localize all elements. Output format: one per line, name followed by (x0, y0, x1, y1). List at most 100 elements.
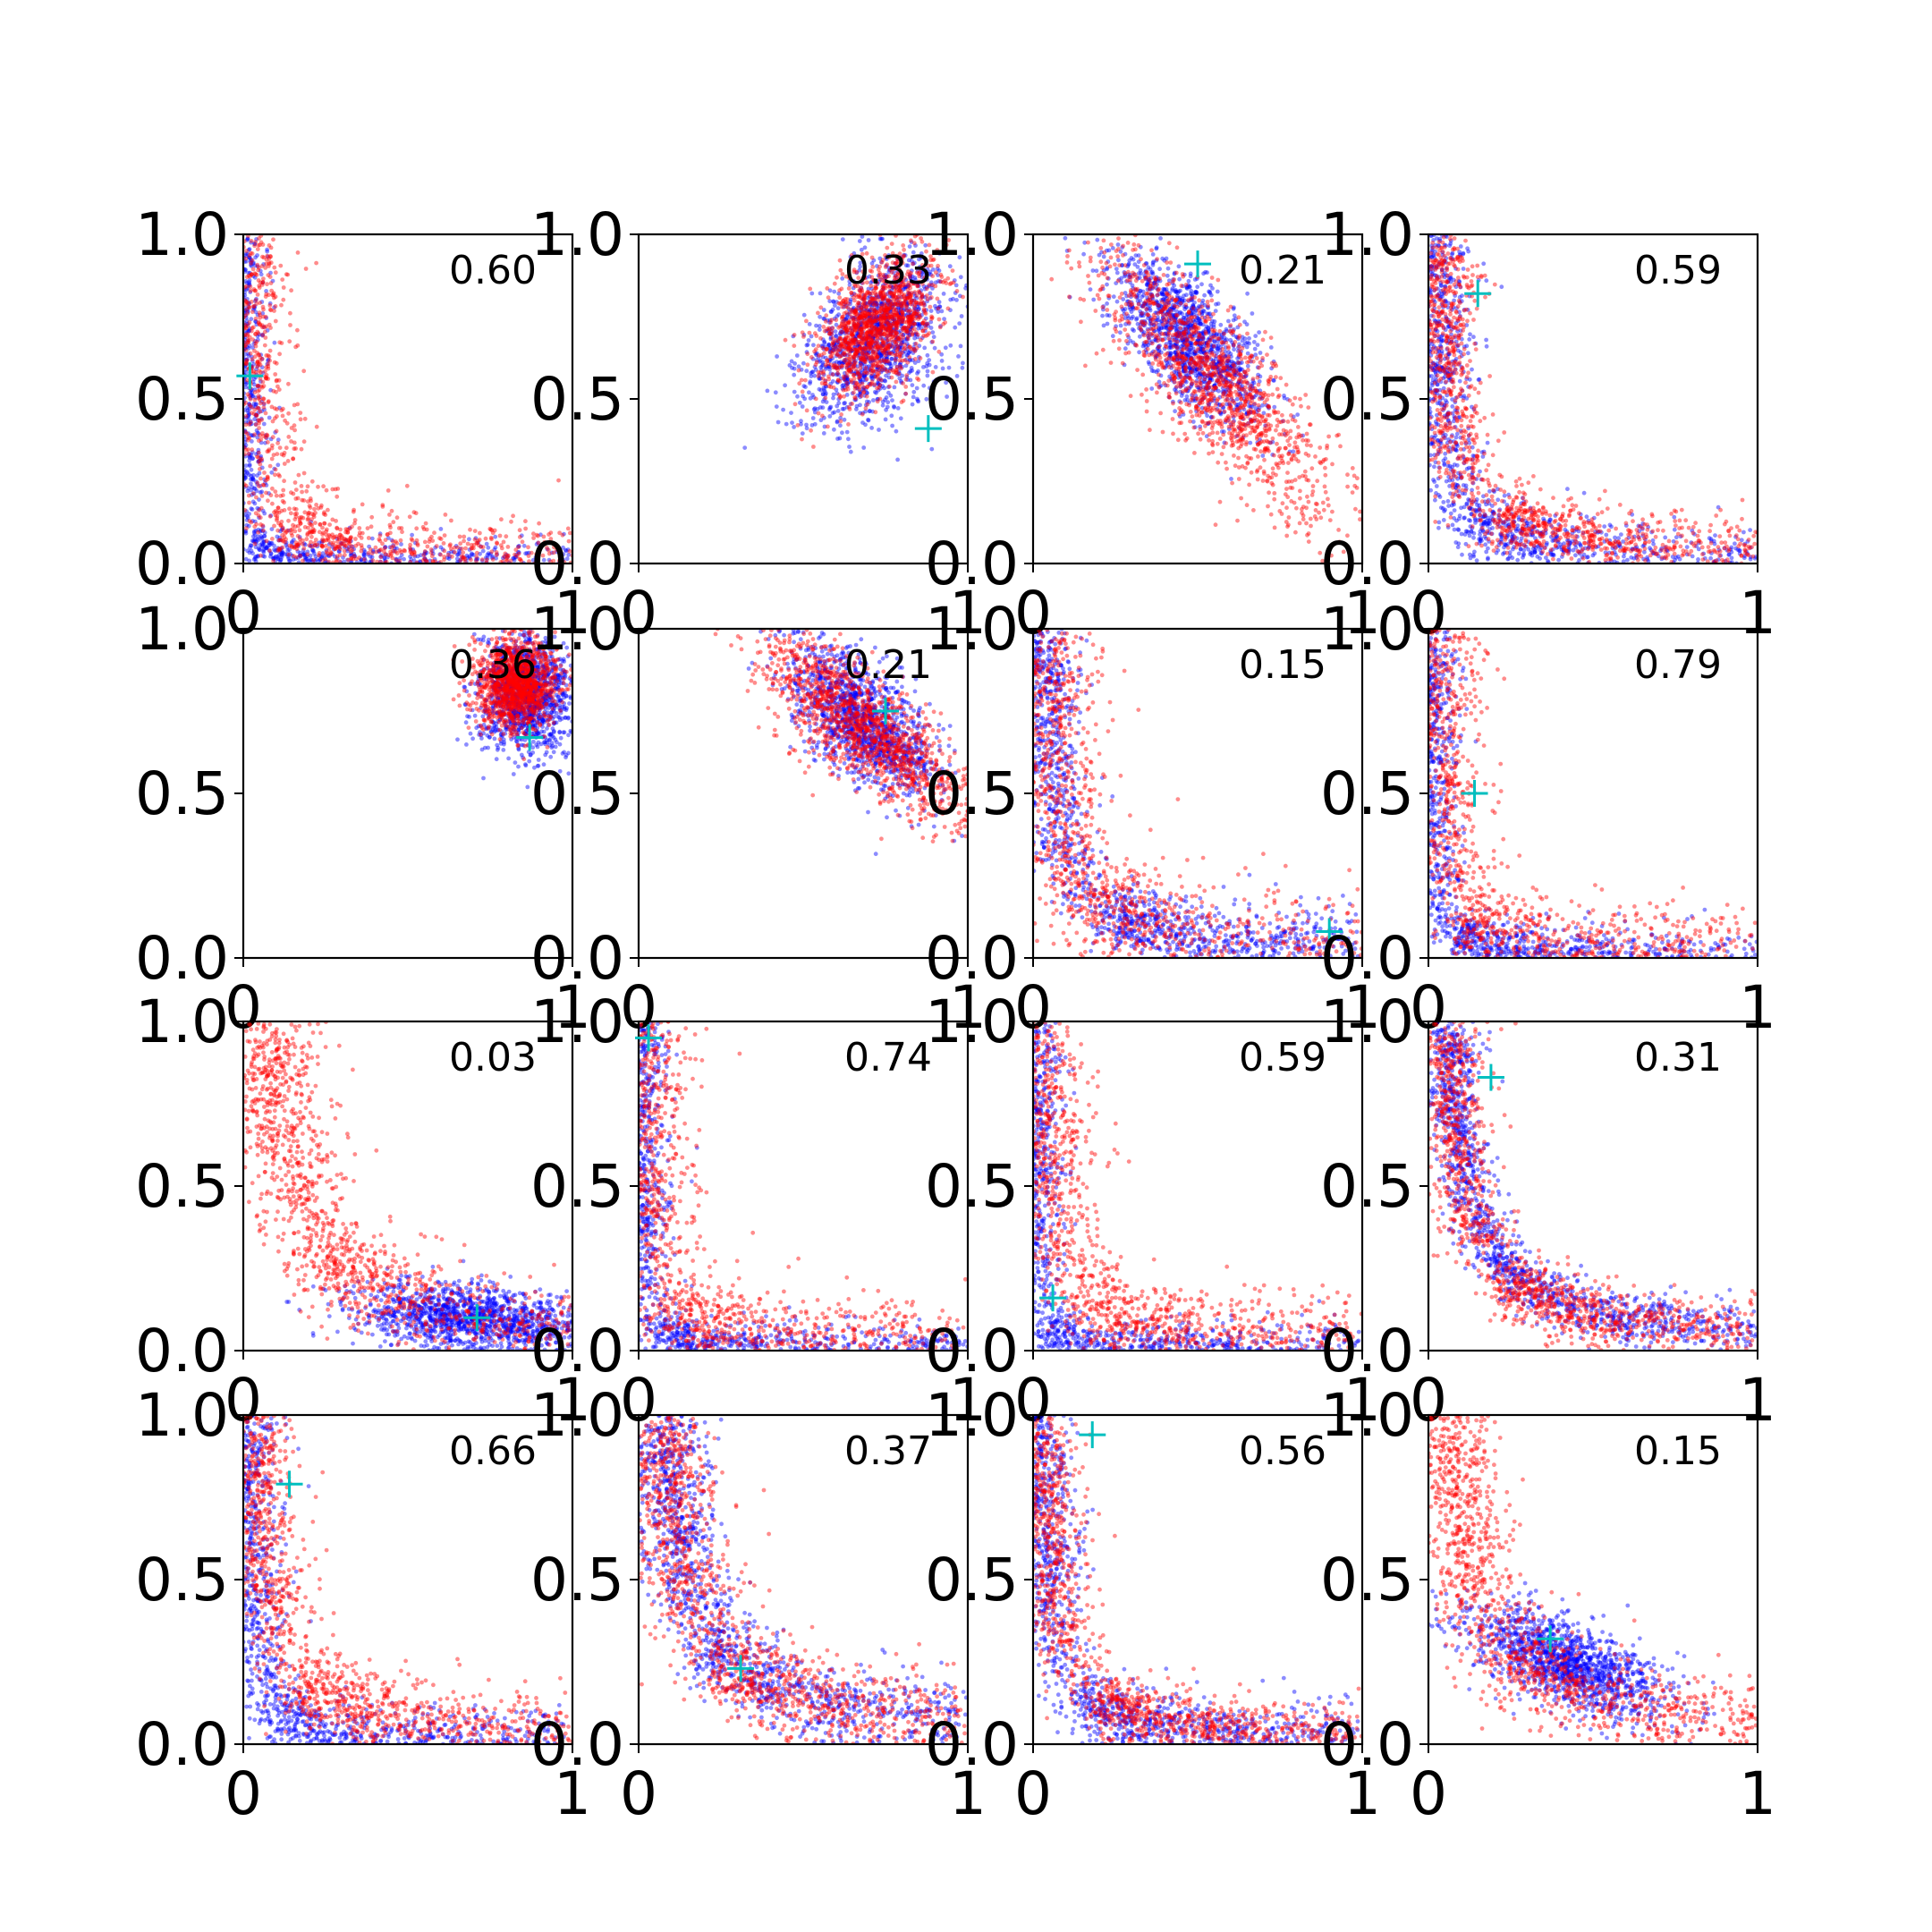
blue-point (803, 385, 808, 389)
red-point (888, 299, 894, 303)
red-point (267, 307, 273, 312)
red-point (826, 295, 831, 301)
red-point (904, 329, 909, 335)
blue-point (273, 430, 278, 435)
blue-point (269, 527, 275, 531)
red-point (271, 237, 275, 242)
red-point (266, 273, 271, 277)
red-point (554, 543, 559, 548)
red-point (293, 496, 299, 501)
blue-point (275, 555, 280, 560)
blue-point (268, 436, 274, 442)
red-point (343, 543, 348, 548)
red-point (275, 505, 281, 511)
red-point (531, 531, 536, 537)
red-point (902, 343, 908, 348)
red-point (408, 547, 413, 553)
red-point (286, 381, 291, 386)
red-point (247, 320, 252, 325)
red-point (253, 298, 258, 302)
red-point (843, 326, 848, 331)
red-point (243, 483, 249, 488)
red-point (513, 552, 517, 557)
red-point (893, 337, 898, 343)
red-point (847, 360, 852, 365)
red-point (280, 525, 285, 530)
blue-point (303, 556, 309, 561)
red-point (243, 343, 249, 348)
blue-point (349, 559, 354, 564)
blue-point (386, 536, 391, 540)
red-point (331, 536, 335, 540)
blue-point (516, 550, 521, 555)
red-point (925, 297, 930, 301)
red-point (873, 344, 878, 350)
red-point (881, 351, 886, 355)
red-point (278, 522, 284, 528)
red-point (299, 484, 304, 488)
red-point (334, 519, 338, 523)
red-point (258, 515, 263, 521)
red-point (348, 536, 352, 541)
blue-point (308, 553, 313, 558)
red-point (271, 558, 275, 564)
blue-point (258, 483, 263, 488)
blue-point (939, 309, 945, 314)
red-point (490, 530, 496, 536)
red-point (828, 354, 833, 360)
blue-point (296, 555, 301, 560)
red-point (336, 545, 342, 549)
red-point (309, 479, 315, 484)
blue-point (392, 548, 397, 554)
blue-point (852, 337, 858, 343)
blue-point (451, 549, 456, 555)
blue-point (917, 257, 921, 262)
blue-point (268, 387, 273, 393)
blue-point (243, 436, 249, 442)
red-point (254, 272, 259, 277)
red-point (249, 328, 254, 334)
red-point (274, 428, 279, 434)
blue-point (248, 393, 253, 398)
red-point (284, 537, 288, 542)
blue-point (781, 407, 785, 412)
blue-point (784, 421, 789, 427)
red-point (918, 356, 923, 360)
red-point (254, 412, 259, 418)
red-point (816, 369, 821, 375)
red-point (258, 315, 263, 320)
blue-point (246, 410, 250, 415)
red-point (309, 498, 313, 504)
red-point (250, 258, 255, 263)
red-point (801, 335, 806, 339)
red-point (252, 407, 258, 412)
blue-point (524, 551, 530, 555)
red-point (251, 304, 257, 309)
blue-point (1186, 278, 1191, 284)
blue-point (284, 545, 290, 550)
red-point (309, 534, 314, 539)
blue-point (252, 417, 258, 421)
red-point (243, 422, 249, 428)
blue-point (884, 360, 889, 365)
blue-point (823, 393, 828, 397)
blue-point (394, 557, 399, 563)
blue-point (379, 553, 385, 558)
blue-point (271, 555, 275, 561)
red-point (380, 541, 385, 547)
red-point (296, 542, 301, 547)
red-point (488, 535, 494, 540)
blue-point (866, 417, 870, 422)
blue-point (243, 463, 249, 468)
blue-point (343, 538, 349, 543)
red-point (256, 459, 261, 464)
red-point (267, 463, 273, 469)
red-point (397, 547, 402, 553)
red-point (260, 528, 266, 533)
red-point (499, 517, 504, 522)
red-point (929, 295, 934, 300)
red-point (342, 548, 347, 554)
red-point (458, 558, 463, 563)
blue-point (245, 357, 250, 362)
blue-point (1226, 318, 1231, 324)
